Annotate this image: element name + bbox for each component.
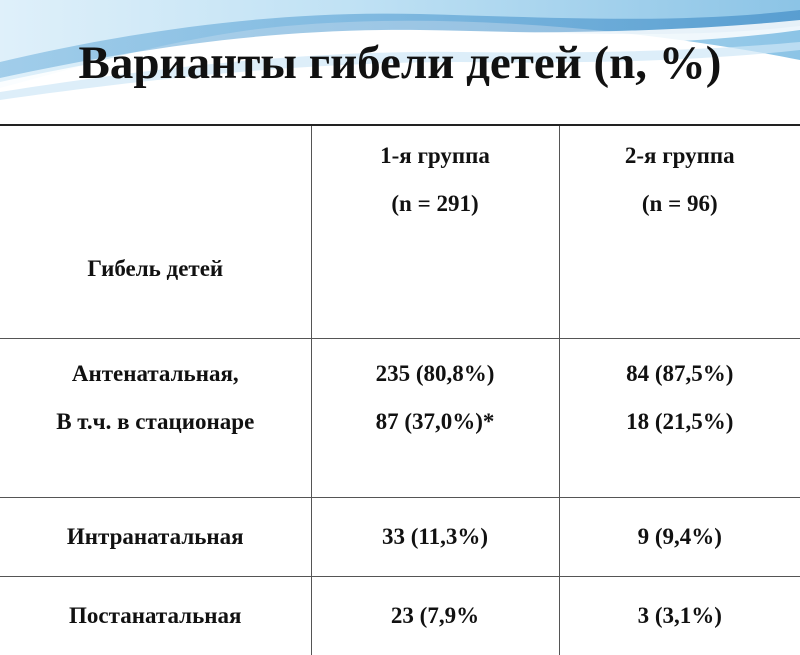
row-label-cell: Интранатальная	[0, 498, 311, 577]
group2-value: 84 (87,5%)	[560, 361, 800, 387]
row-sublabel: В т.ч. в стационаре	[0, 409, 311, 435]
group1-value: 235 (80,8%)	[312, 361, 559, 387]
group1-subvalue: 87 (37,0%)*	[312, 409, 559, 435]
group2-value-cell: 9 (9,4%)	[559, 498, 800, 577]
header-cell-label: Гибель детей	[0, 125, 311, 339]
group1-count: (n = 291)	[312, 191, 559, 217]
group2-value-cell: 3 (3,1%)	[559, 577, 800, 655]
row-label-cell: Постанатальная	[0, 577, 311, 655]
death-variants-table: Гибель детей 1-я группа (n = 291) 2-я гр…	[0, 124, 800, 655]
row-label-cell: Антенатальная, В т.ч. в стационаре	[0, 339, 311, 498]
row-label: Интранатальная	[0, 524, 311, 550]
group1-value-cell: 235 (80,8%) 87 (37,0%)*	[311, 339, 559, 498]
table-row-intranatal: Интранатальная 33 (11,3%) 9 (9,4%)	[0, 498, 800, 577]
group2-count: (n = 96)	[560, 191, 800, 217]
header-cell-group1: 1-я группа (n = 291)	[311, 125, 559, 339]
group1-value-cell: 33 (11,3%)	[311, 498, 559, 577]
slide-title: Варианты гибели детей (n, %)	[0, 36, 800, 90]
row-label: Постанатальная	[0, 603, 311, 629]
group1-value: 23 (7,9%	[312, 603, 559, 629]
group1-name: 1-я группа	[312, 143, 559, 169]
group2-subvalue: 18 (21,5%)	[560, 409, 800, 435]
group2-name: 2-я группа	[560, 143, 800, 169]
table-row-antenatal: Антенатальная, В т.ч. в стационаре 235 (…	[0, 339, 800, 498]
row-label: Антенатальная,	[0, 361, 311, 387]
header-row-label: Гибель детей	[0, 256, 311, 282]
group1-value-cell: 23 (7,9%	[311, 577, 559, 655]
group2-value-cell: 84 (87,5%) 18 (21,5%)	[559, 339, 800, 498]
table-header-row: Гибель детей 1-я группа (n = 291) 2-я гр…	[0, 125, 800, 339]
group2-value: 3 (3,1%)	[560, 603, 800, 629]
group2-value: 9 (9,4%)	[560, 524, 800, 550]
header-cell-group2: 2-я группа (n = 96)	[559, 125, 800, 339]
group1-value: 33 (11,3%)	[312, 524, 559, 550]
table-row-postnatal: Постанатальная 23 (7,9% 3 (3,1%)	[0, 577, 800, 655]
